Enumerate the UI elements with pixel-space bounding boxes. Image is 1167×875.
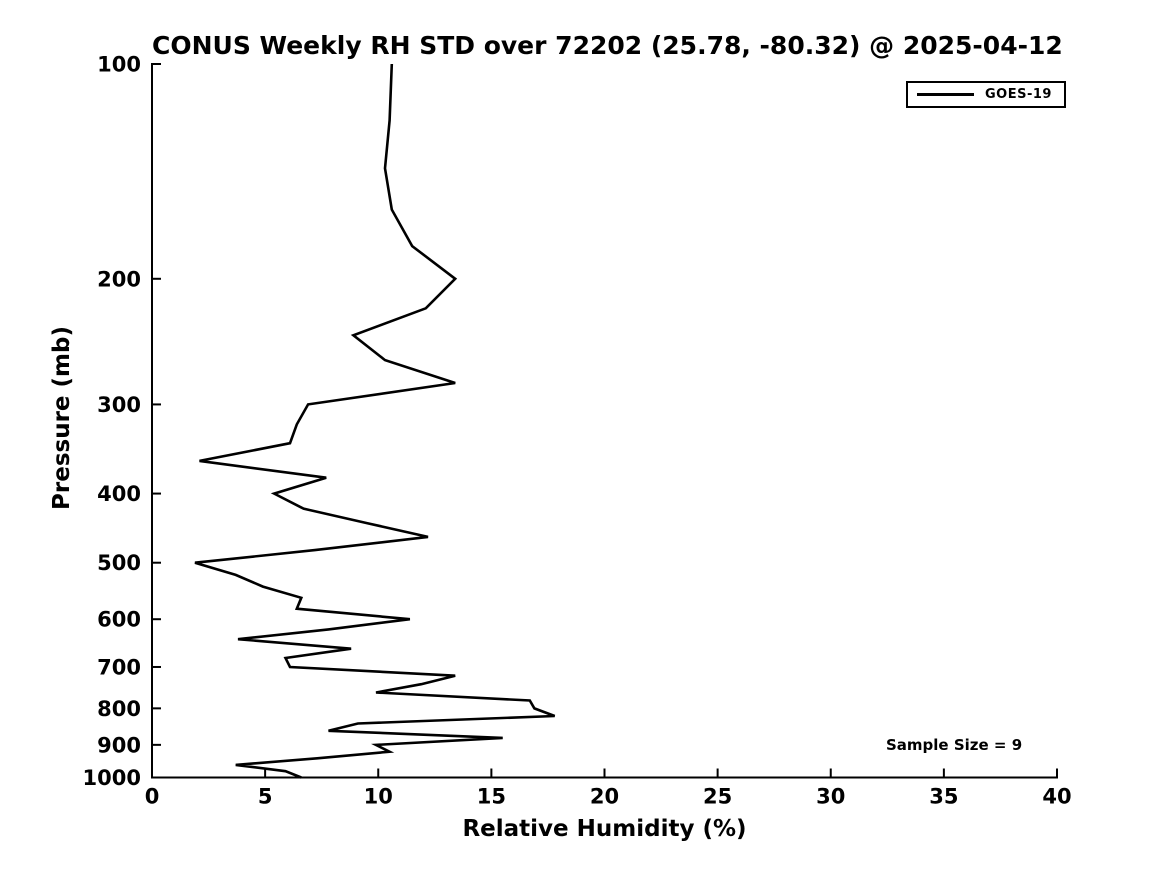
x-tick-label: 0 xyxy=(145,785,160,809)
y-tick-label: 400 xyxy=(97,482,141,506)
y-tick-label: 900 xyxy=(97,733,141,757)
y-axis-ticks: 100 200 300 400 500 600 700 800 900 1000 xyxy=(83,53,161,790)
y-tick-label: 200 xyxy=(97,267,141,291)
x-tick-label: 40 xyxy=(1042,785,1071,809)
y-tick-label: 800 xyxy=(97,697,141,721)
legend-series-label: GOES-19 xyxy=(985,87,1052,102)
x-tick-label: 20 xyxy=(590,785,619,809)
x-tick-label: 5 xyxy=(258,785,273,809)
y-tick-label: 1000 xyxy=(83,766,141,790)
data-line-goes-19 xyxy=(194,63,556,779)
y-tick-label: 500 xyxy=(97,551,141,575)
x-axis-label: Relative Humidity (%) xyxy=(462,816,747,842)
y-tick-label: 100 xyxy=(97,53,141,77)
y-tick-label: 300 xyxy=(97,393,141,417)
chart-title: CONUS Weekly RH STD over 72202 (25.78, -… xyxy=(152,31,1063,60)
legend: GOES-19 xyxy=(906,81,1066,108)
y-axis-label: Pressure (mb) xyxy=(49,326,75,510)
sample-size-annotation: Sample Size = 9 xyxy=(886,736,1023,754)
x-tick-label: 35 xyxy=(929,785,958,809)
x-axis-ticks: 0 5 10 15 20 25 30 35 40 xyxy=(145,768,1072,809)
y-tick-label: 700 xyxy=(97,655,141,679)
legend-line-sample xyxy=(917,93,974,96)
x-tick-label: 30 xyxy=(816,785,845,809)
y-tick-label: 600 xyxy=(97,608,141,632)
x-tick-label: 15 xyxy=(477,785,506,809)
x-tick-label: 10 xyxy=(364,785,393,809)
axis-spines xyxy=(151,63,1058,779)
x-tick-label: 25 xyxy=(703,785,732,809)
